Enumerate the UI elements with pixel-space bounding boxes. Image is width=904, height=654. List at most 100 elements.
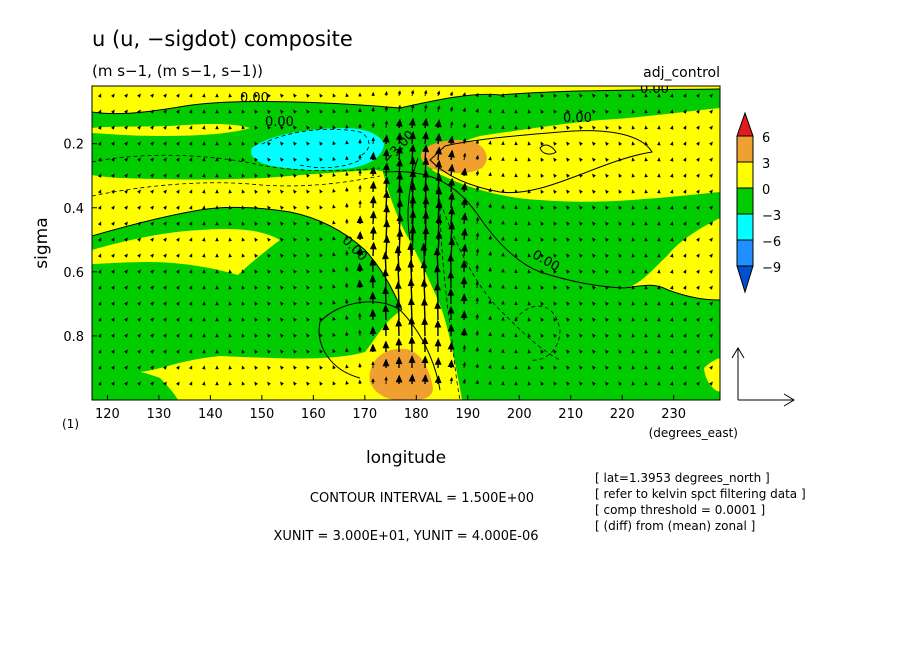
vector-arrow-head — [150, 301, 154, 306]
vector-arrow-head — [527, 173, 532, 178]
vector-arrow-head — [254, 333, 259, 338]
vector-arrow-head — [514, 141, 518, 146]
vector-arrow-head — [709, 381, 713, 386]
vector-arrow-head — [137, 285, 141, 290]
vector-arrow-head — [254, 189, 259, 194]
vector-arrow-head — [566, 301, 570, 306]
vector-arrow-head — [215, 173, 219, 178]
vector-arrow-head — [409, 182, 417, 191]
vector-arrow-head — [111, 333, 115, 338]
vector-arrow-head — [682, 189, 687, 194]
x-tick-label: 150 — [249, 407, 274, 422]
vector-arrow-head — [631, 205, 636, 210]
vector-arrow-head — [163, 333, 167, 338]
vector-arrow-head — [682, 317, 687, 322]
y-tick-label: 0.4 — [63, 202, 84, 217]
x-tick-label: 190 — [455, 407, 480, 422]
vector-arrow-head — [631, 269, 636, 274]
vector-arrow-head — [319, 301, 323, 306]
vector-arrow-head — [682, 237, 687, 242]
vector-arrow-head — [435, 200, 443, 209]
vector-arrow-head — [358, 108, 362, 112]
vector-arrow-head — [384, 105, 389, 110]
vector-arrow-head — [280, 285, 284, 290]
vector-arrow-head — [150, 237, 154, 242]
vector-arrow-head — [202, 237, 206, 242]
vector-arrow-head — [267, 221, 271, 226]
vector-arrow-head — [319, 205, 323, 210]
vector-arrow-head — [293, 253, 297, 258]
vector-arrow-head — [306, 317, 310, 322]
vector-arrow-head — [228, 189, 232, 194]
vector-arrow-head — [631, 173, 636, 178]
vector-arrow-head — [150, 285, 154, 290]
vector-arrow-head — [371, 107, 375, 112]
vector-arrow-head — [540, 157, 545, 162]
vector-arrow-head — [382, 148, 390, 157]
vector-arrow-head — [332, 284, 336, 289]
vector-arrow-head — [241, 141, 246, 146]
vector-arrow-head — [163, 269, 167, 274]
vector-arrow-head — [111, 301, 115, 306]
vector-arrow-head — [202, 381, 206, 386]
vector-arrow-head — [460, 310, 468, 319]
vector-arrow-head — [188, 349, 193, 354]
vector-arrow-head — [540, 221, 545, 226]
vector-arrow-head — [188, 253, 193, 258]
vector-arrow-head — [696, 301, 700, 306]
vector-arrow-head — [332, 188, 336, 193]
vector-arrow-head — [709, 109, 713, 114]
vector-arrow-head — [175, 237, 180, 242]
vector-arrow-head — [527, 221, 532, 226]
vector-arrow-head — [605, 253, 609, 258]
vector-arrow-head — [682, 157, 687, 162]
vector-arrow-head — [682, 349, 687, 354]
vector-arrow-head — [188, 269, 193, 274]
vector-arrow-head — [137, 253, 141, 258]
colorbar-tick-label: −6 — [762, 235, 781, 250]
vector-arrow-head — [514, 333, 518, 338]
vector-arrow-head — [97, 317, 102, 322]
vector-arrow-head — [540, 109, 545, 114]
vector-arrow-head — [682, 365, 687, 370]
vector-arrow-head — [345, 282, 349, 287]
vector-arrow-head — [306, 381, 310, 386]
vector-arrow-head — [434, 301, 442, 309]
vector-arrow-head — [124, 141, 128, 146]
vector-arrow-head — [407, 278, 415, 287]
vector-arrow-head — [501, 381, 505, 386]
vector-arrow-head — [111, 349, 115, 354]
vector-arrow-head — [188, 173, 193, 178]
vector-arrow-head — [202, 349, 206, 354]
vector-arrow-head — [175, 317, 180, 322]
vector-arrow-head — [553, 173, 557, 178]
vector-arrow-head — [280, 301, 284, 306]
vector-arrow-head — [150, 205, 154, 210]
vector-arrow-head — [306, 109, 310, 114]
vector-arrow-head — [345, 234, 349, 239]
vector-arrow-head — [150, 381, 154, 386]
contour-plot: 0.00 0.00 0.00 0.00 −3.00 0.00 0.00 — [92, 86, 720, 400]
vector-arrow-head — [448, 221, 456, 230]
vector-arrow-head — [150, 109, 154, 114]
vector-arrow-head — [527, 333, 532, 338]
lower-right-positive-island — [704, 358, 720, 392]
vector-arrow-head — [280, 365, 284, 370]
vector-arrow-head — [241, 173, 246, 178]
vector-arrow-head — [215, 365, 219, 370]
vector-arrow-head — [306, 365, 310, 370]
vector-arrow-head — [280, 109, 284, 114]
vector-arrow-head — [332, 109, 336, 114]
vector-arrow-head — [488, 348, 492, 353]
vector-arrow-head — [369, 195, 377, 204]
vector-arrow-head — [267, 189, 271, 194]
vector-arrow-head — [345, 92, 349, 98]
vector-arrow-head — [215, 189, 219, 194]
vector-arrow-head — [111, 381, 115, 386]
vector-arrow-head — [267, 205, 271, 210]
vector-arrow-head — [228, 301, 232, 306]
colorbar-band — [736, 239, 754, 267]
vector-arrow-head — [111, 173, 115, 178]
vector-arrow-head — [111, 365, 115, 370]
vector-arrow-head — [657, 189, 661, 194]
